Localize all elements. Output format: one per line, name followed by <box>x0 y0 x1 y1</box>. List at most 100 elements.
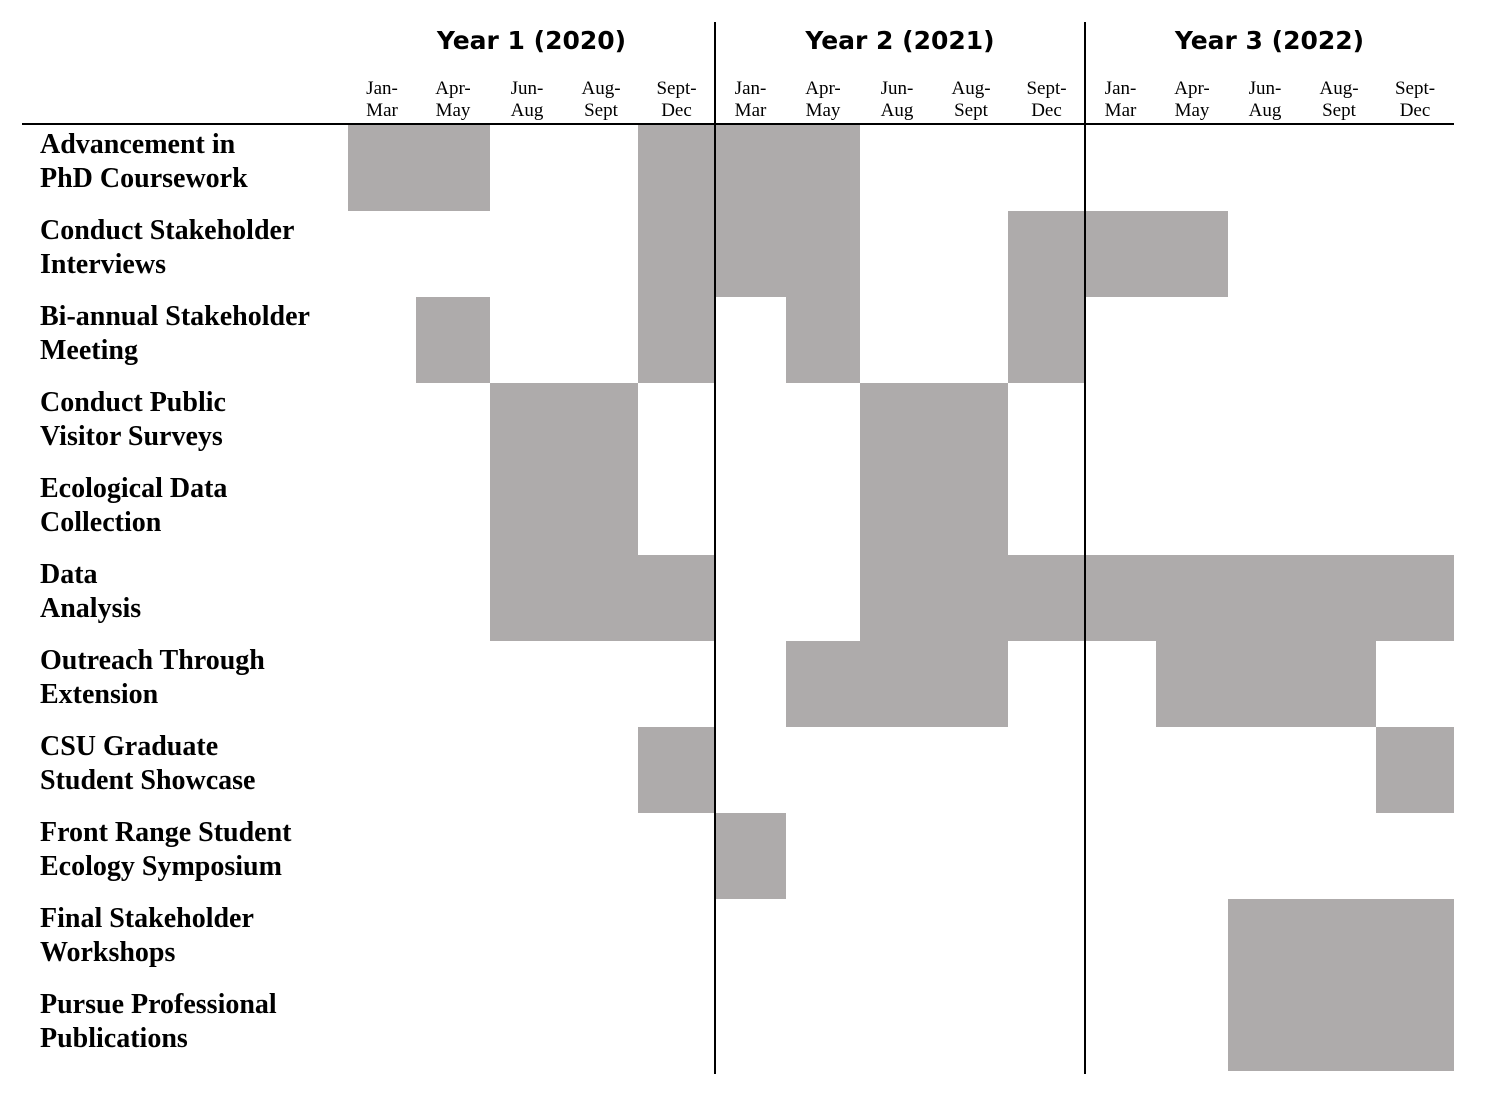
period-label-line: Mar <box>366 100 398 121</box>
task-label-line: Interviews <box>40 249 166 280</box>
task-label: Data Analysis <box>40 558 340 626</box>
task-label-line: Pursue Professional <box>40 989 277 1020</box>
gantt-bar <box>1228 641 1302 727</box>
task-label-line: PhD Coursework <box>40 163 248 194</box>
period-label-line: Apr- <box>435 78 471 99</box>
gantt-bar <box>1302 555 1376 641</box>
period-label-line: Jun- <box>510 78 544 99</box>
gantt-bar <box>860 469 934 555</box>
period-label: Aug- Sept <box>1302 78 1376 122</box>
gantt-bar <box>1085 555 1156 641</box>
header-rule <box>22 123 1454 125</box>
gantt-bar <box>1376 555 1454 641</box>
task-label-line: Extension <box>40 679 159 710</box>
gantt-bar <box>786 125 860 211</box>
task-label-line: Meeting <box>40 335 138 366</box>
gantt-bar <box>715 125 786 211</box>
period-label-line: Sept- <box>656 78 697 99</box>
period-label-line: Apr- <box>805 78 841 99</box>
period-label: Sept- Dec <box>1376 78 1454 122</box>
task-label-line: Bi-annual Stakeholder <box>40 301 310 332</box>
task-label: Ecological Data Collection <box>40 472 340 540</box>
gantt-bar <box>786 641 860 727</box>
task-label-line: Conduct Public <box>40 387 226 418</box>
gantt-bar <box>1156 641 1228 727</box>
gantt-bar <box>490 469 564 555</box>
task-label: Front Range Student Ecology Symposium <box>40 816 340 884</box>
gantt-bar <box>416 125 490 211</box>
gantt-bar <box>1156 211 1228 297</box>
period-label: Aug- Sept <box>934 78 1008 122</box>
period-label-line: May <box>435 100 471 121</box>
period-label-line: Jun- <box>1248 78 1282 99</box>
period-label: Apr- May <box>786 78 860 122</box>
gantt-bar <box>1008 211 1085 297</box>
period-label-line: Jan- <box>1104 78 1137 99</box>
gantt-bar <box>1376 899 1454 985</box>
period-label-line: Mar <box>734 100 767 121</box>
gantt-bar <box>1376 727 1454 813</box>
gantt-bar <box>638 727 715 813</box>
task-label-line: Analysis <box>40 593 142 624</box>
gantt-bar <box>1156 555 1228 641</box>
task-label-line: Ecology Symposium <box>40 851 282 882</box>
gantt-bar <box>638 125 715 211</box>
period-label-line: Mar <box>1104 100 1137 121</box>
task-label-line: Outreach Through <box>40 645 265 676</box>
gantt-bar <box>934 555 1008 641</box>
gantt-bar <box>1228 899 1302 985</box>
task-label-line: Front Range Student <box>40 817 292 848</box>
gantt-bar <box>564 555 638 641</box>
period-label: Jan- Mar <box>348 78 416 122</box>
task-label-line: Conduct Stakeholder <box>40 215 295 246</box>
task-label-line: Ecological Data <box>40 473 228 504</box>
task-label: CSU Graduate Student Showcase <box>40 730 340 798</box>
task-label: Advancement in PhD Coursework <box>40 128 340 196</box>
period-label: Jan- Mar <box>1085 78 1156 122</box>
year-label: Year 1 (2020) <box>436 26 627 55</box>
task-label-line: Visitor Surveys <box>40 421 223 452</box>
period-label: Aug- Sept <box>564 78 638 122</box>
gantt-bar <box>348 125 416 211</box>
period-label-line: Jan- <box>366 78 398 99</box>
period-label: Jan- Mar <box>715 78 786 122</box>
task-label: Conduct Stakeholder Interviews <box>40 214 340 282</box>
gantt-bar <box>860 555 934 641</box>
task-label-line: Advancement in <box>40 129 236 160</box>
gantt-bar <box>1085 211 1156 297</box>
task-label: Outreach Through Extension <box>40 644 340 712</box>
gantt-bar <box>934 383 1008 469</box>
period-label-line: Aug- <box>951 78 991 99</box>
period-label-line: Aug- <box>1319 78 1359 99</box>
period-label: Jun- Aug <box>490 78 564 122</box>
task-label-line: Data <box>40 559 98 590</box>
task-label-line: CSU Graduate <box>40 731 219 762</box>
period-label-line: Dec <box>1031 100 1062 121</box>
period-label-line: Dec <box>661 100 692 121</box>
gantt-bar <box>860 383 934 469</box>
period-label-line: Sept- <box>1026 78 1067 99</box>
task-label: Pursue Professional Publications <box>40 988 340 1056</box>
gantt-bar <box>860 641 934 727</box>
period-label: Apr- May <box>416 78 490 122</box>
period-label-line: Sept <box>954 100 988 121</box>
task-label-line: Publications <box>40 1023 188 1054</box>
period-label-line: Aug <box>510 100 544 121</box>
period-label: Sept- Dec <box>638 78 715 122</box>
period-label-line: Aug- <box>581 78 621 99</box>
gantt-bar <box>564 383 638 469</box>
period-label-line: Sept <box>584 100 618 121</box>
task-label: Final Stakeholder Workshops <box>40 902 340 970</box>
task-label-line: Workshops <box>40 937 176 968</box>
gantt-bar <box>1376 985 1454 1071</box>
gantt-bar <box>786 297 860 383</box>
gantt-bar <box>1008 555 1085 641</box>
period-label-line: Jun- <box>880 78 914 99</box>
gantt-bar <box>934 469 1008 555</box>
period-label-line: Apr- <box>1174 78 1210 99</box>
gantt-bar <box>564 469 638 555</box>
period-label-line: May <box>805 100 841 121</box>
gantt-bar <box>1302 985 1376 1071</box>
year-divider-line <box>1084 22 1086 1074</box>
